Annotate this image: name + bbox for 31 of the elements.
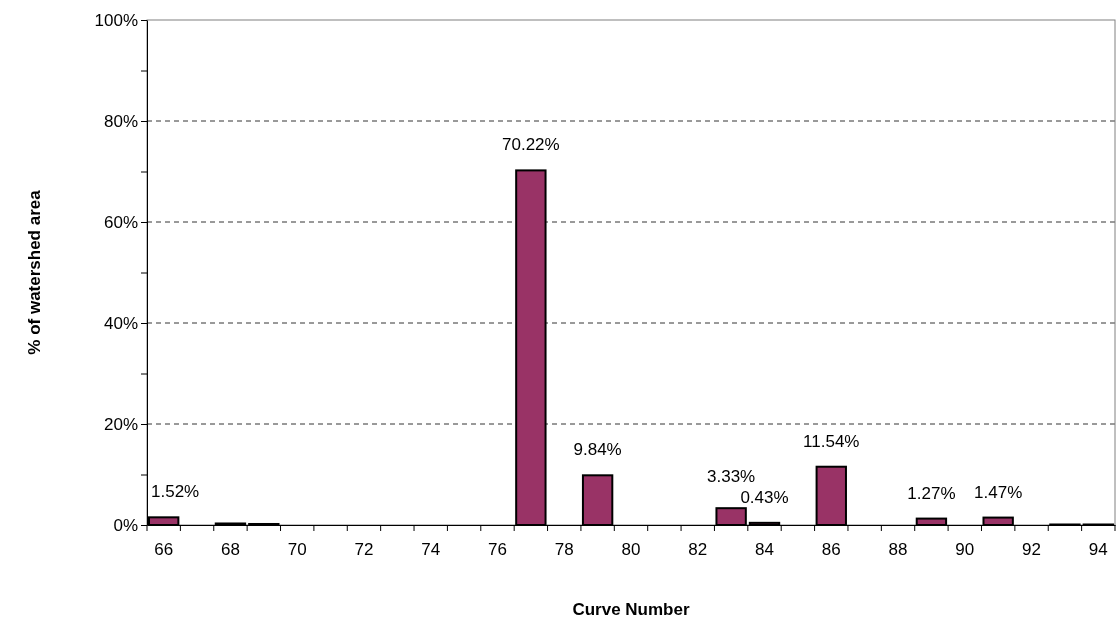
data-label: 1.52% <box>151 482 200 502</box>
y-tick-label: 100% <box>94 10 138 30</box>
x-tick-label: 92 <box>1022 540 1042 560</box>
x-tick-label: 68 <box>220 540 240 560</box>
x-tick-label: 94 <box>1088 540 1108 560</box>
data-label: 9.84% <box>573 440 622 460</box>
x-tick-label: 88 <box>888 540 908 560</box>
x-tick-label: 90 <box>955 540 975 560</box>
x-tick-label: 66 <box>154 540 174 560</box>
y-tick-label: 60% <box>103 212 138 232</box>
x-tick-label: 82 <box>688 540 708 560</box>
y-tick-label: 20% <box>103 414 138 434</box>
data-label: 0.43% <box>740 487 789 507</box>
x-tick-label: 80 <box>621 540 641 560</box>
data-label: 3.33% <box>707 466 756 486</box>
y-tick-label: 40% <box>103 313 138 333</box>
x-tick-label: 76 <box>488 540 507 560</box>
x-axis-title: Curve Number <box>572 600 690 619</box>
x-tick-label: 86 <box>821 540 841 560</box>
data-label: 1.27% <box>907 483 956 503</box>
data-label: 1.47% <box>974 482 1023 502</box>
x-tick-label: 72 <box>354 540 374 560</box>
x-tick-label: 78 <box>554 540 574 560</box>
data-label: 11.54% <box>803 431 860 451</box>
x-tick-label: 84 <box>755 540 774 560</box>
data-label: 70.22% <box>502 135 560 155</box>
x-tick-label: 70 <box>287 540 307 560</box>
y-tick-label: 80% <box>103 111 138 131</box>
x-tick-label: 74 <box>421 540 441 560</box>
y-tick-label: 0% <box>113 515 138 535</box>
y-axis-title: % of watershed area <box>25 189 44 355</box>
